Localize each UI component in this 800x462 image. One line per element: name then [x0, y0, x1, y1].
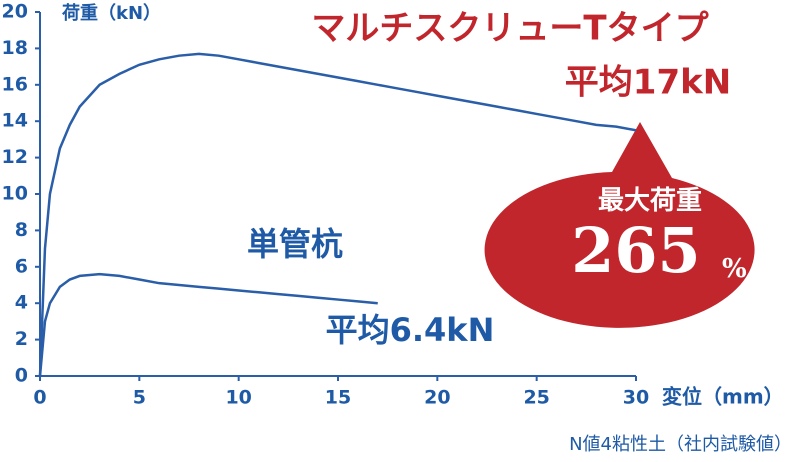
- y-tick-label: 0: [15, 365, 28, 387]
- x-tick-label: 10: [225, 387, 251, 409]
- series0-mean: 平均17kN: [565, 63, 731, 103]
- x-tick-label: 20: [424, 387, 450, 409]
- y-tick-label: 6: [15, 255, 28, 277]
- y-axis-title: 荷重（kN）: [62, 2, 161, 24]
- y-tick-label: 10: [2, 183, 28, 205]
- y-tick-label: 2: [15, 328, 28, 350]
- bubble-value: 265: [571, 214, 700, 287]
- y-tick-label: 14: [2, 110, 28, 132]
- bubble-title: 最大荷重: [598, 186, 702, 216]
- note: N値4粘性土（社内試験値）: [569, 434, 792, 455]
- series-line: [38, 52, 637, 377]
- x-axis-title: 変位（mm）: [662, 385, 784, 409]
- bubble: [484, 122, 755, 328]
- y-tick-label: 18: [2, 37, 28, 59]
- x-tick-label: 15: [325, 387, 351, 409]
- x-tick-label: 5: [133, 387, 146, 409]
- y-tick-label: 20: [2, 1, 28, 23]
- y-tick-label: 8: [15, 219, 28, 241]
- y-tick-label: 4: [15, 292, 28, 314]
- series1-label: 単管杭: [247, 225, 343, 263]
- x-tick-label: 0: [33, 387, 46, 409]
- series-line: [38, 272, 378, 377]
- bubble-unit: %: [722, 254, 747, 284]
- series1-mean: 平均6.4kN: [326, 311, 495, 349]
- y-tick-label: 12: [2, 146, 28, 168]
- x-tick-label: 30: [623, 387, 649, 409]
- chart-title: マルチスクリューTタイプ: [311, 9, 708, 49]
- x-tick-label: 25: [523, 387, 549, 409]
- y-tick-label: 16: [2, 73, 28, 95]
